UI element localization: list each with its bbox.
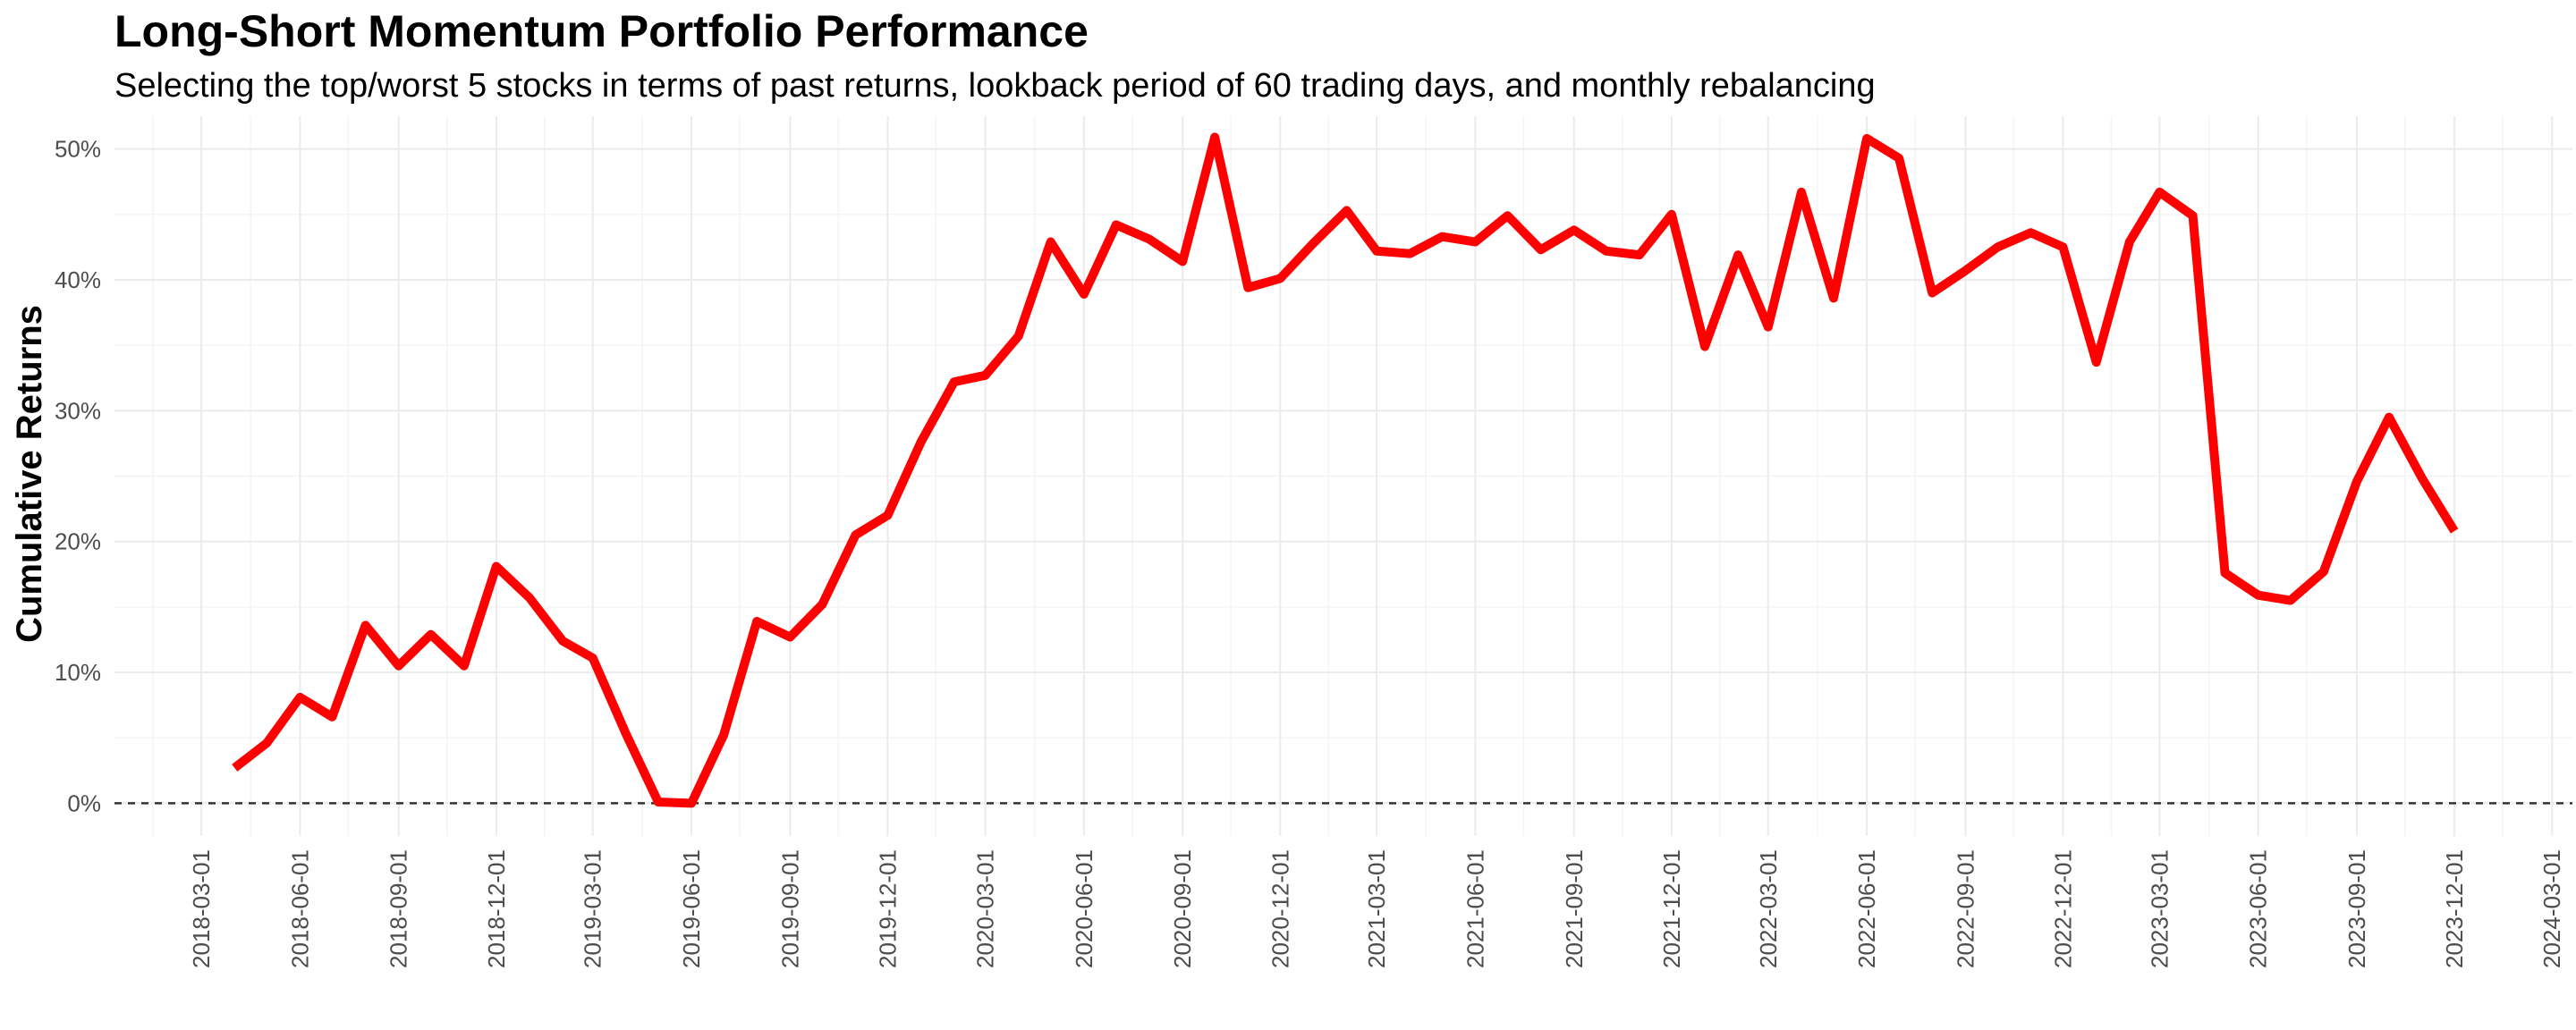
y-tick-label: 40%	[55, 266, 101, 293]
y-tick-label: 10%	[55, 659, 101, 686]
x-tick-label: 2021-09-01	[1561, 849, 1588, 968]
series-line-0	[232, 132, 2459, 808]
y-tick-label: 50%	[55, 136, 101, 163]
x-tick-label: 2019-06-01	[678, 849, 705, 968]
x-tick-label: 2020-06-01	[1071, 849, 1097, 968]
x-tick-label: 2018-03-01	[188, 849, 215, 968]
x-tick-label: 2018-09-01	[386, 849, 412, 968]
x-tick-label: 2023-12-01	[2441, 849, 2468, 968]
x-tick-label: 2022-06-01	[1853, 849, 1880, 968]
x-tick-label: 2023-06-01	[2245, 849, 2272, 968]
x-tick-label: 2022-09-01	[1952, 849, 1979, 968]
y-tick-label: 30%	[55, 397, 101, 424]
y-tick-label: 20%	[55, 528, 101, 555]
x-tick-label: 2023-09-01	[2343, 849, 2370, 968]
x-tick-label: 2024-03-01	[2538, 849, 2565, 968]
x-tick-label: 2019-09-01	[776, 849, 803, 968]
chart-subtitle: Selecting the top/worst 5 stocks in term…	[114, 67, 1876, 105]
grid	[114, 116, 2572, 836]
x-tick-label: 2021-03-01	[1363, 849, 1390, 968]
x-tick-label: 2018-12-01	[483, 849, 510, 968]
x-tick-label: 2020-09-01	[1169, 849, 1196, 968]
x-tick-label: 2023-03-01	[2146, 849, 2173, 968]
y-tick-label: 0%	[67, 789, 101, 816]
x-tick-label: 2022-03-01	[1755, 849, 1782, 968]
x-tick-label: 2019-03-01	[580, 849, 606, 968]
x-tick-label: 2018-06-01	[286, 849, 313, 968]
x-tick-label: 2020-12-01	[1267, 849, 1293, 968]
y-axis-label: Cumulative Returns	[10, 305, 49, 643]
chart-title: Long-Short Momentum Portfolio Performanc…	[114, 6, 1089, 56]
y-axis-ticks: 0% 10% 20% 30% 40% 50%	[55, 136, 101, 817]
x-tick-label: 2022-12-01	[2050, 849, 2077, 968]
series-layer	[232, 132, 2459, 808]
x-axis-ticks: 2018-03-01 2018-06-01 2018-09-01 2018-12-01…	[188, 849, 2565, 968]
x-tick-label: 2021-12-01	[1658, 849, 1685, 968]
x-tick-label: 2019-12-01	[874, 849, 901, 968]
x-tick-label: 2020-03-01	[972, 849, 999, 968]
x-tick-label: 2021-06-01	[1462, 849, 1488, 968]
